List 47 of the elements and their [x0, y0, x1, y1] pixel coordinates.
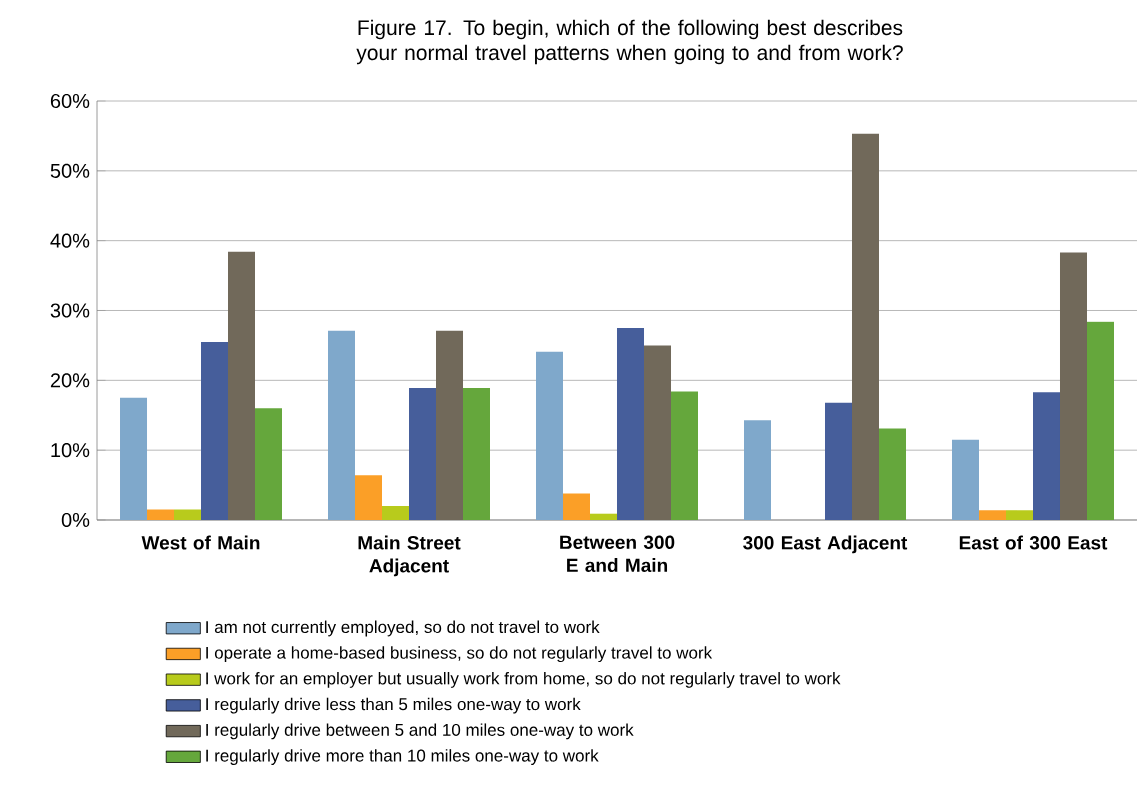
bar	[328, 330, 355, 520]
bar	[671, 391, 698, 520]
bar	[436, 330, 463, 520]
bar	[590, 513, 617, 520]
x-tick-label: West of Main	[141, 535, 260, 550]
legend-label: I regularly drive more than 10 miles one-way to work	[206, 749, 599, 765]
bar	[1087, 321, 1114, 520]
bar	[1060, 252, 1087, 520]
bar	[382, 506, 410, 520]
legend-label: I operate a home-based business, so do not regularly travel to work	[206, 646, 713, 663]
y-tick-label: 20%	[50, 373, 90, 388]
bar	[355, 475, 383, 520]
bar	[644, 345, 671, 520]
x-tick-label: Between 300 E and Main	[560, 535, 675, 573]
bar	[120, 397, 148, 520]
bar	[228, 251, 255, 520]
bar	[744, 420, 771, 520]
x-tick-label: 300 East Adjacent	[743, 535, 908, 554]
y-tick-label: 10%	[51, 443, 90, 458]
bar	[879, 428, 906, 520]
bar	[825, 402, 852, 520]
bar	[255, 408, 282, 520]
y-tick-label: 60%	[50, 93, 90, 109]
legend-label: I regularly drive between 5 and 10 miles one-way to work	[206, 723, 634, 740]
bar	[1006, 510, 1033, 520]
y-tick-label: 30%	[50, 303, 90, 318]
bar	[952, 439, 979, 520]
bar	[536, 351, 563, 520]
bar	[409, 388, 437, 520]
y-tick-label: 0%	[61, 512, 90, 528]
y-tick-label: 40%	[50, 233, 90, 248]
legend-label: I regularly drive less than 5 miles one-way to work	[206, 697, 581, 714]
bar	[201, 341, 228, 520]
bar	[147, 509, 175, 520]
bar	[174, 509, 202, 520]
bar	[463, 388, 490, 520]
x-tick-label: East of 300 East	[959, 535, 1108, 550]
chart-title: Figure 17. To begin, which of the following best describes your normal travel patterns when going to and from work?	[356, 19, 903, 65]
legend-label: I work for an employer but usually work from home, so do not regularly travel to work	[206, 671, 841, 688]
bar	[617, 327, 645, 520]
bar	[1033, 392, 1060, 520]
y-tick-label: 50%	[50, 163, 90, 178]
bar	[979, 510, 1006, 520]
x-tick-label: Main Street Adjacent	[358, 535, 461, 577]
bar	[563, 493, 590, 520]
bar	[852, 133, 879, 520]
legend-label: I am not currently employed, so do not travel to work	[206, 620, 600, 637]
